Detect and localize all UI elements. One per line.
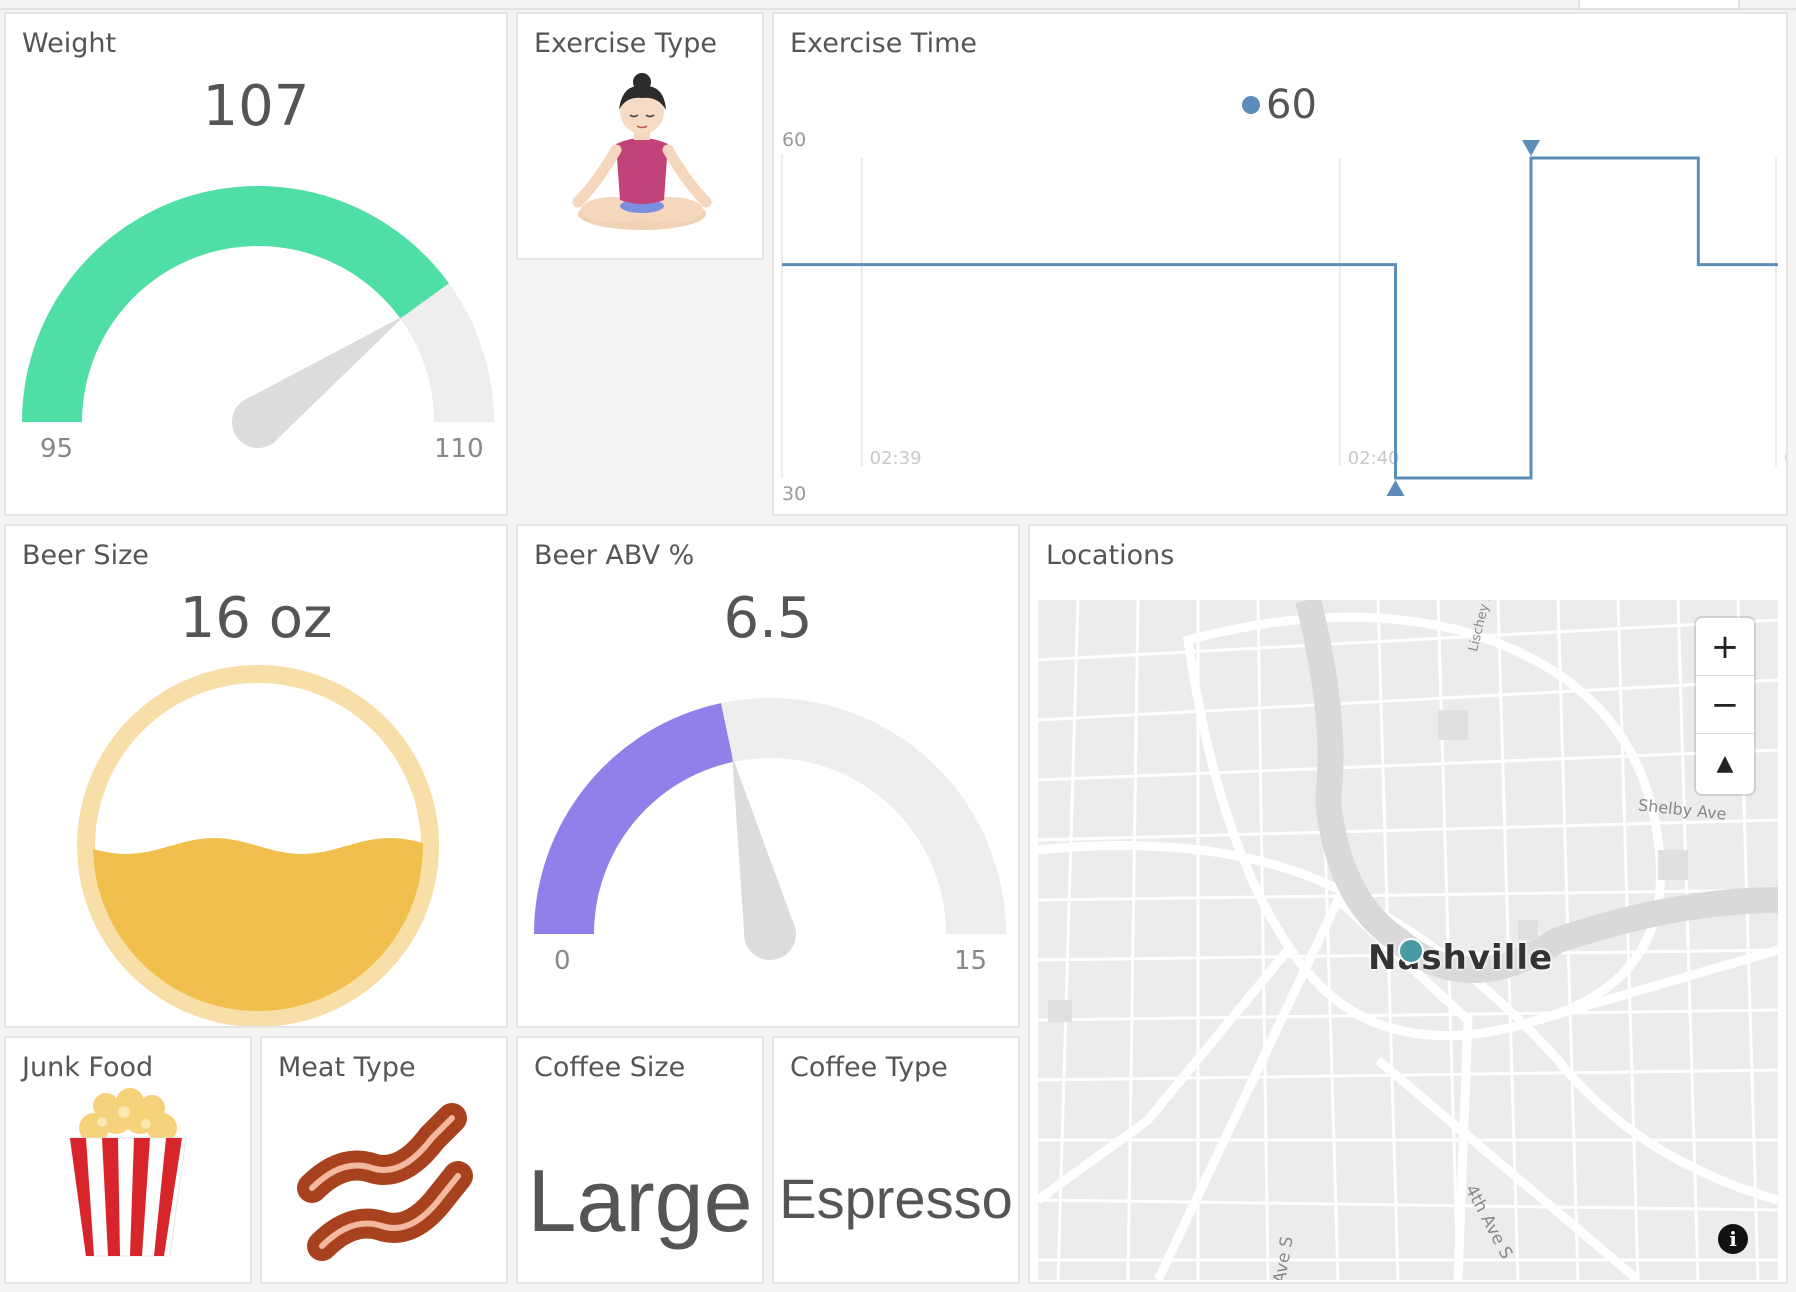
beer-abv-gauge [534,698,1006,960]
tile-title: Weight [22,28,117,59]
gauge-fill [22,185,449,422]
junk-food-tile: Junk Food [4,1036,252,1284]
zoom-in-button[interactable]: + [1696,618,1754,676]
zoom-out-button[interactable]: − [1696,676,1754,734]
beer-abv-value: 6.5 [723,586,813,651]
gauge-needle-hub [744,908,796,960]
person-in-lotus-position-icon [572,73,712,230]
gauge-needle-hub [232,396,284,448]
current-value: 60 [1266,82,1317,128]
max-marker [1521,140,1540,156]
info-icon[interactable]: i [1718,1224,1748,1254]
exercise-time-tile: Exercise Time 60 02:39 02:40 02:4 60 30 [772,12,1788,516]
exercise-type-tile: Exercise Type [516,12,764,260]
gauge-min-label: 0 [554,946,571,976]
y-tick-label: 60 [782,129,806,151]
tile-title: Coffee Type [790,1052,948,1083]
gauge-max-label: 110 [434,434,484,464]
coffee-size-value: Large [527,1151,753,1250]
tile-title: Beer ABV % [534,540,695,571]
series-line [782,156,1778,480]
series-marker-dot [1242,96,1260,114]
weight-tile: Weight 107 95 110 [4,12,508,516]
tile-title: Beer Size [22,540,149,571]
tile-title: Coffee Size [534,1052,686,1083]
coffee-type-tile: Coffee Type Espresso [772,1036,1020,1284]
top-bar [0,0,1796,10]
map[interactable]: Shelby Ave Lischey A 4th Ave S Ave S Nas… [1038,600,1778,1280]
compass-icon: ▲ [1716,750,1734,776]
beer-abv-tile: Beer ABV % 6.5 0 15 [516,524,1020,1028]
min-marker [1386,480,1405,496]
beer-size-tile: Beer Size 16 oz [4,524,508,1028]
city-label[interactable]: Nashville [1368,938,1554,978]
beer-liquid-fill-gauge [77,665,439,1026]
x-tick-label: 02:40 [1348,448,1400,469]
x-tick-label: 02:4 [1784,448,1788,469]
locations-tile: Locations Shelby Ave Lischey A 4th A [1028,524,1788,1284]
tile-title: Exercise Time [790,28,978,59]
weight-gauge [22,185,494,448]
gauge-ring [77,665,439,1026]
popcorn-icon [69,1088,187,1257]
y-tick-label: 30 [782,483,806,505]
meat-type-tile: Meat Type [260,1036,508,1284]
gauge-fill [534,703,734,934]
coffee-type-value: Espresso [779,1167,1013,1230]
coffee-size-tile: Coffee Size Large [516,1036,764,1284]
tile-title: Meat Type [278,1052,416,1083]
weight-value: 107 [202,74,310,139]
gauge-max-label: 15 [954,946,988,976]
tile-title: Locations [1046,540,1175,571]
bacon-icon [297,1103,473,1261]
gauge-needle [732,755,796,940]
compass-button[interactable]: ▲ [1696,734,1754,792]
gauge-liquid [93,838,423,1011]
current-value-row: 60 [1242,82,1317,128]
beer-size-value: 16 oz [179,586,333,651]
tile-title: Junk Food [22,1052,154,1083]
location-marker[interactable] [1398,938,1424,964]
exercise-time-chart: 02:39 02:40 02:4 60 30 [781,129,1788,505]
top-bar-tab[interactable] [1578,0,1740,10]
map-controls: + − ▲ [1696,618,1754,794]
tile-title: Exercise Type [534,28,717,59]
gauge-min-label: 95 [40,434,74,464]
x-tick-label: 02:39 [870,448,922,469]
gauge-needle [242,315,406,444]
